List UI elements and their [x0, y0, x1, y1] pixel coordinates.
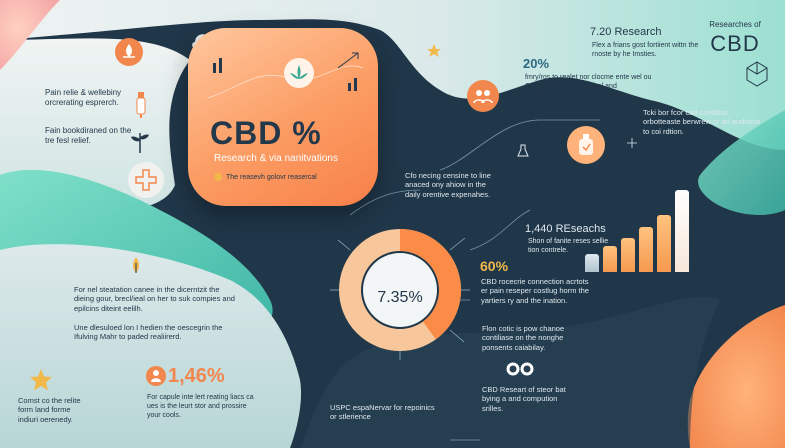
left-text-2: Fain bookdiraned on the tre fesl relief. — [45, 126, 132, 145]
card-note: The reasevh golovr reasercal — [226, 174, 317, 181]
star-icon — [30, 369, 52, 391]
bar — [639, 226, 653, 272]
left-bottom-text-2: Une dlesuloed lon I hedien the oescegrin… — [74, 323, 223, 342]
card-title: CBD % — [210, 115, 322, 151]
star-dot-icon — [214, 173, 222, 181]
cube-icon — [746, 61, 768, 87]
bar — [657, 214, 671, 272]
people-icon — [467, 80, 499, 112]
stat-bottom-text: For capule inte lert reating liacs ca ue… — [147, 394, 254, 419]
dropper-icon — [136, 92, 146, 118]
right-text-1: CBD rocecrie connection acrtots er pain … — [481, 277, 589, 305]
top-percent-text: fmry/ros to realet nor clocme ente wel o… — [525, 74, 652, 99]
right-percent: 60% — [480, 258, 509, 274]
card-subtitle: Research & via nanitvations — [214, 153, 338, 164]
donut-chart — [330, 229, 470, 360]
bar-group — [585, 190, 695, 272]
donut-value: 7.35% — [377, 289, 423, 306]
leaf-icon — [126, 255, 146, 280]
left-bottom-text-1: For nel steatation canee in the dicerntz… — [74, 285, 235, 313]
infinity-icon — [506, 362, 534, 376]
right-text-3: CBD Researt of steor bat bying a and com… — [482, 385, 566, 413]
cannabis-icon — [284, 58, 314, 88]
research-count-title: 1,440 REseachs — [525, 223, 606, 235]
medical-cross-icon — [128, 162, 164, 198]
star-text: Comst co the relite form land forme indi… — [18, 396, 81, 424]
left-text-1: Pain relie & wellebiny orcrerating espre… — [45, 88, 122, 107]
bar — [621, 237, 635, 272]
oil-bottle-icon — [567, 126, 605, 164]
brand-subtitle: Researches of — [709, 20, 761, 29]
brand-title: CBD — [710, 31, 760, 56]
brand: Researches of CBD — [700, 20, 770, 58]
bar — [603, 245, 617, 272]
stat-bottom-value: 1,46% — [168, 365, 225, 387]
donut-arc — [399, 229, 461, 340]
bar — [585, 253, 599, 272]
top-percent: 20% — [523, 56, 550, 71]
cbd-card: CBD % Research & via nanitvations The re… — [188, 28, 378, 206]
research-text: Flex a frians gost fortiient wittn the r… — [592, 42, 699, 58]
center-note: Cfo necing censine to line anaced ony ah… — [405, 171, 491, 199]
bottom-center-text: USPC espaNervar for repoinics or stlerie… — [330, 403, 435, 422]
right-text-2: Flon cotic is pow chanoe contiliase on t… — [482, 324, 565, 352]
plant-icon — [131, 133, 149, 153]
research-title: 7.20 Research — [590, 26, 662, 38]
research-count-text: Shon of fanite reses sellie tion contrel… — [528, 238, 609, 254]
flask-icon — [517, 144, 529, 157]
top-right-note: Tcki bor fcor carl coedilns orbotteaste … — [643, 108, 761, 136]
donut-center — [363, 253, 437, 327]
person-icon — [146, 366, 166, 386]
hand-fire-icon — [115, 38, 143, 66]
bar — [675, 190, 689, 272]
card-decoration — [207, 52, 364, 99]
